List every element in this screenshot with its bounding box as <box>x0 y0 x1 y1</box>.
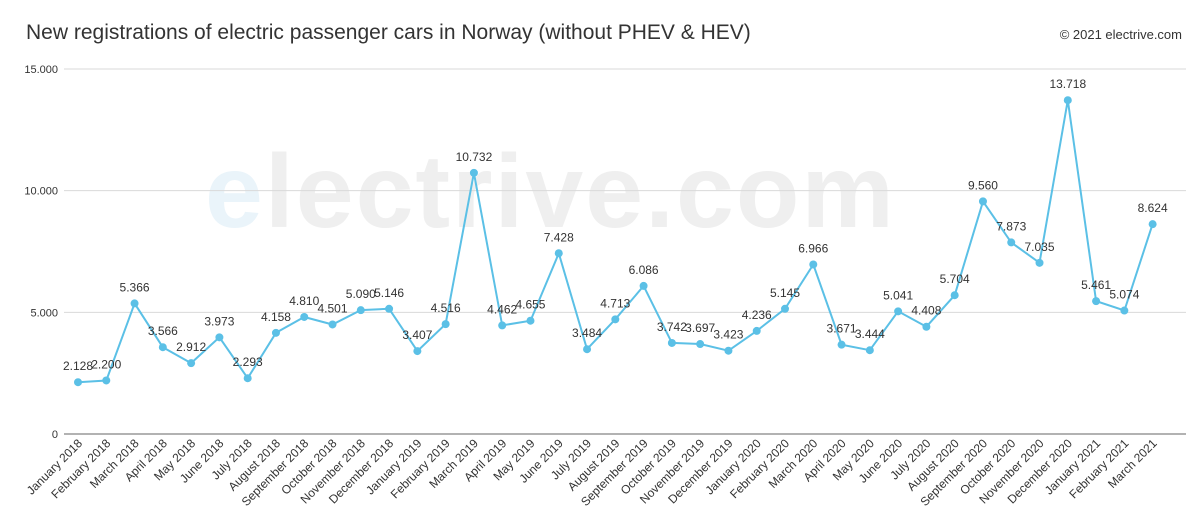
data-label: 3.742 <box>657 320 687 334</box>
data-point <box>639 281 648 290</box>
data-label: 3.671 <box>827 322 857 336</box>
data-label: 5.146 <box>374 286 404 300</box>
series-line <box>77 100 1154 384</box>
data-label: 6.966 <box>798 241 828 255</box>
data-point <box>441 320 450 329</box>
y-tick-label: 0 <box>52 429 58 441</box>
data-point <box>130 299 139 308</box>
data-point <box>781 304 789 313</box>
data-point <box>356 306 365 315</box>
data-point <box>1035 258 1044 267</box>
data-point <box>413 347 422 356</box>
data-point <box>696 340 705 349</box>
data-label: 3.566 <box>148 324 178 338</box>
y-tick-label: 10.000 <box>24 186 58 198</box>
data-point <box>102 376 111 385</box>
data-label: 7.428 <box>544 230 574 244</box>
data-point <box>611 315 620 324</box>
data-label: 8.624 <box>1138 201 1168 215</box>
data-label: 5.704 <box>940 272 970 286</box>
data-label: 7.873 <box>996 219 1026 233</box>
watermark-logo: electrive.com <box>205 134 896 250</box>
data-point <box>498 321 507 330</box>
data-point <box>554 249 563 258</box>
data-point <box>583 345 592 354</box>
chart-title: New registrations of electric passenger … <box>26 21 751 44</box>
data-label: 3.423 <box>713 328 743 342</box>
data-point <box>158 343 167 352</box>
data-label: 3.973 <box>204 314 234 328</box>
data-point <box>1148 220 1157 229</box>
data-point <box>1007 238 1016 247</box>
y-tick-label: 15.000 <box>24 64 58 76</box>
data-label: 4.408 <box>911 304 941 318</box>
data-label: 3.484 <box>572 326 602 340</box>
y-axis-ticks: 0 5.000 10.000 15.000 <box>24 64 58 441</box>
data-points <box>74 96 1157 387</box>
data-label: 5.074 <box>1109 288 1139 302</box>
data-point <box>922 322 931 331</box>
y-tick-label: 5.000 <box>30 307 58 319</box>
data-label: 2.912 <box>176 340 206 354</box>
data-point <box>809 260 818 269</box>
data-point <box>469 168 478 177</box>
data-point <box>271 328 280 337</box>
gridlines <box>64 68 1186 435</box>
data-label: 13.718 <box>1049 77 1086 91</box>
data-point <box>300 312 309 321</box>
data-label: 10.732 <box>456 150 493 164</box>
data-label: 7.035 <box>1025 240 1055 254</box>
data-label: 5.461 <box>1081 278 1111 292</box>
data-point <box>74 378 82 387</box>
data-label: 4.516 <box>431 301 461 315</box>
data-point <box>385 304 394 313</box>
data-label: 4.655 <box>515 298 545 312</box>
data-point <box>950 291 959 300</box>
data-label: 4.462 <box>487 302 517 316</box>
data-label: 2.200 <box>91 357 121 371</box>
data-point <box>667 338 676 347</box>
data-label: 4.713 <box>600 296 630 310</box>
data-label: 3.407 <box>402 328 432 342</box>
copyright-notice: © 2021 electrive.com <box>1059 27 1182 42</box>
data-label: 4.158 <box>261 310 291 324</box>
data-point <box>526 316 535 325</box>
data-label: 2.128 <box>63 359 93 373</box>
data-point <box>978 197 987 206</box>
data-point <box>243 374 252 383</box>
data-label: 4.236 <box>742 308 772 322</box>
data-point <box>1092 297 1101 306</box>
data-label: 4.810 <box>289 294 319 308</box>
data-label: 5.366 <box>120 280 150 294</box>
data-point <box>837 340 846 349</box>
data-label: 3.697 <box>685 321 715 335</box>
data-label: 6.086 <box>629 263 659 277</box>
data-label: 3.444 <box>855 327 885 341</box>
data-point <box>1063 96 1072 105</box>
data-point <box>724 346 733 355</box>
data-label: 5.041 <box>883 288 913 302</box>
data-point <box>328 320 337 329</box>
data-label: 5.145 <box>770 286 800 300</box>
data-label: 4.501 <box>318 301 348 315</box>
data-point <box>752 326 761 335</box>
data-point <box>187 359 196 368</box>
data-point <box>215 333 224 342</box>
data-point <box>865 346 874 355</box>
data-point <box>894 307 903 316</box>
data-label: 5.090 <box>346 287 376 301</box>
data-point <box>1120 306 1129 315</box>
data-label: 9.560 <box>968 178 998 192</box>
data-label: 2.293 <box>233 355 263 369</box>
